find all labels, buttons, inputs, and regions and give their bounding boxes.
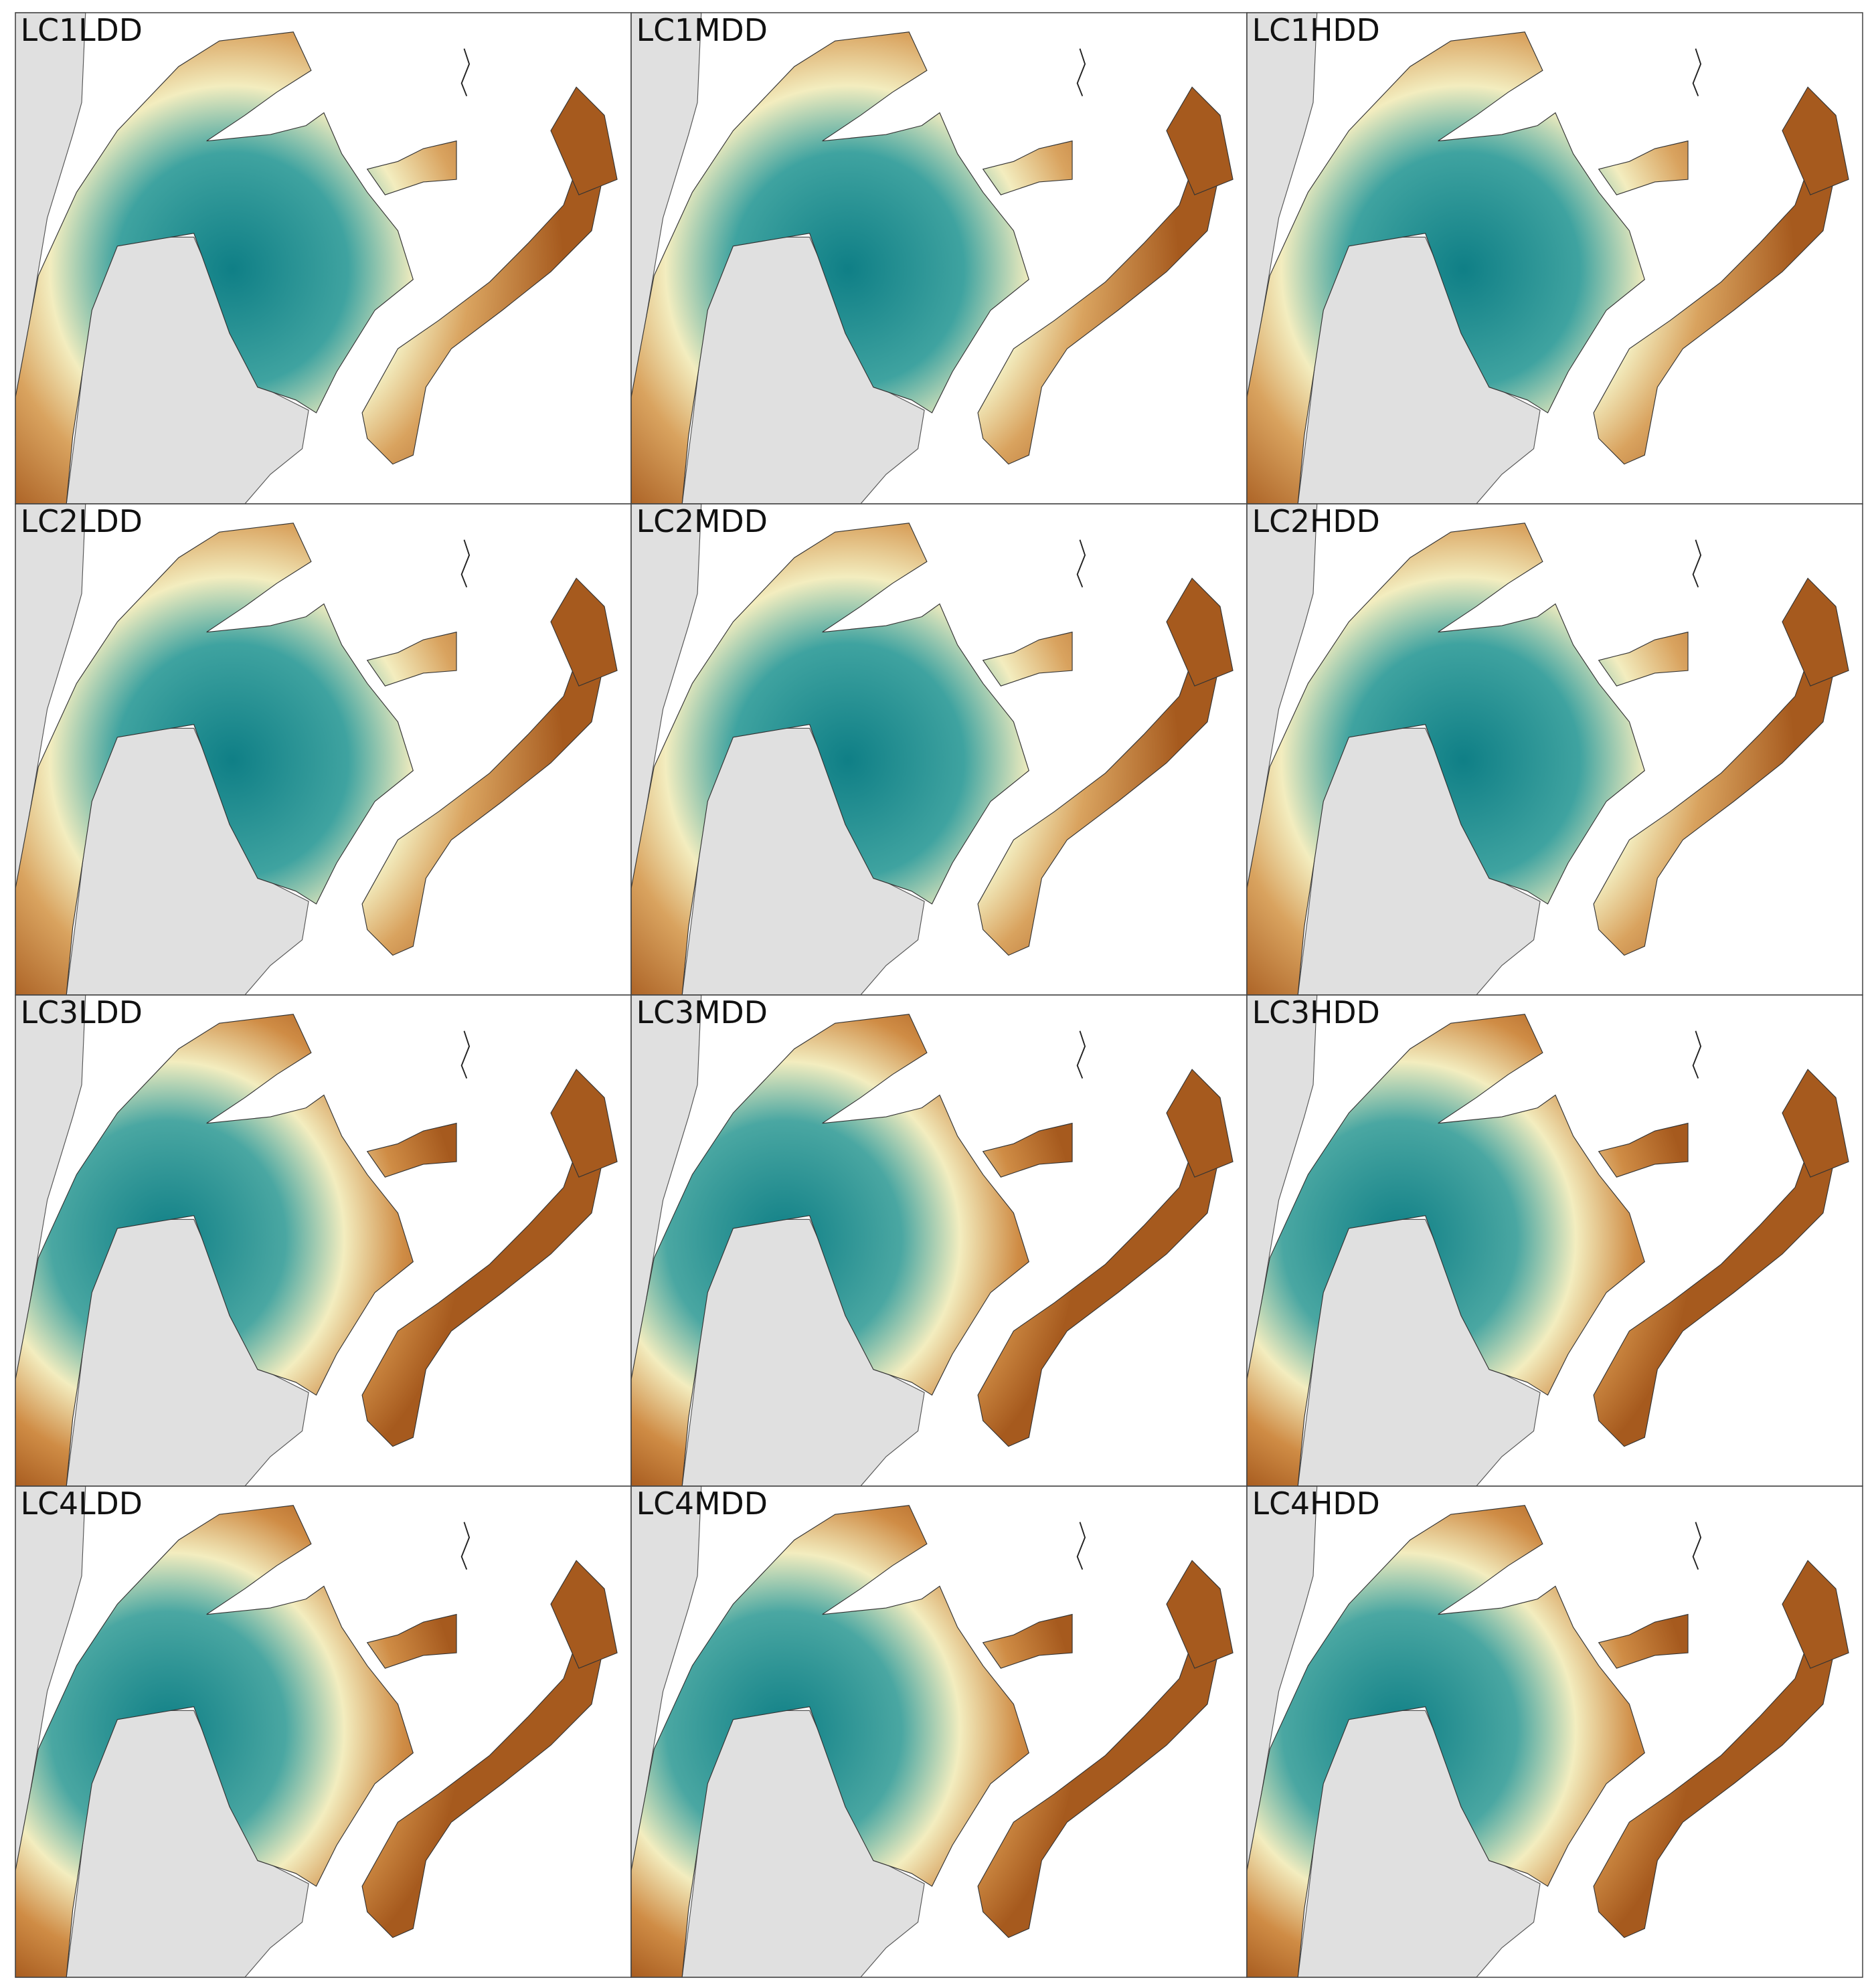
panel-label: LC4LDD bbox=[21, 1485, 143, 1522]
map-panel: LC2LDD bbox=[15, 503, 632, 996]
panel-label: LC3LDD bbox=[21, 994, 143, 1030]
map-panel: LC1HDD bbox=[1246, 12, 1863, 505]
map-panel: LC3HDD bbox=[1246, 994, 1863, 1487]
panel-label: LC2LDD bbox=[21, 503, 143, 539]
panel-label: LC2MDD bbox=[636, 503, 768, 539]
island bbox=[1692, 1522, 1702, 1570]
panel-label: LC1MDD bbox=[636, 12, 768, 48]
map-panel: LC3LDD bbox=[15, 994, 632, 1487]
panel-label: LC4HDD bbox=[1252, 1485, 1380, 1522]
panel-label: LC3MDD bbox=[636, 994, 768, 1030]
map-panel: LC3MDD bbox=[630, 994, 1248, 1487]
island bbox=[1076, 1030, 1086, 1079]
panel-label: LC3HDD bbox=[1252, 994, 1380, 1030]
island bbox=[460, 1522, 471, 1570]
map-panel: LC2HDD bbox=[1246, 503, 1863, 996]
island bbox=[1076, 48, 1086, 96]
island bbox=[1692, 48, 1702, 96]
map-panel: LC4HDD bbox=[1246, 1485, 1863, 1978]
map-panel: LC4MDD bbox=[630, 1485, 1248, 1978]
map-panel: LC1LDD bbox=[15, 12, 632, 505]
panel-label: LC2HDD bbox=[1252, 503, 1380, 539]
island bbox=[1076, 539, 1086, 588]
island bbox=[460, 1030, 471, 1079]
map-panel: LC1MDD bbox=[630, 12, 1248, 505]
panel-label: LC1HDD bbox=[1252, 12, 1380, 48]
island bbox=[460, 48, 471, 96]
panel-label: LC1LDD bbox=[21, 12, 143, 48]
map-panel: LC4LDD bbox=[15, 1485, 632, 1978]
map-panel: LC2MDD bbox=[630, 503, 1248, 996]
panel-border bbox=[1246, 1485, 1863, 1978]
panel-label: LC4MDD bbox=[636, 1485, 768, 1522]
island bbox=[1692, 1030, 1702, 1079]
island bbox=[460, 539, 471, 588]
island bbox=[1692, 539, 1702, 588]
island bbox=[1076, 1522, 1086, 1570]
